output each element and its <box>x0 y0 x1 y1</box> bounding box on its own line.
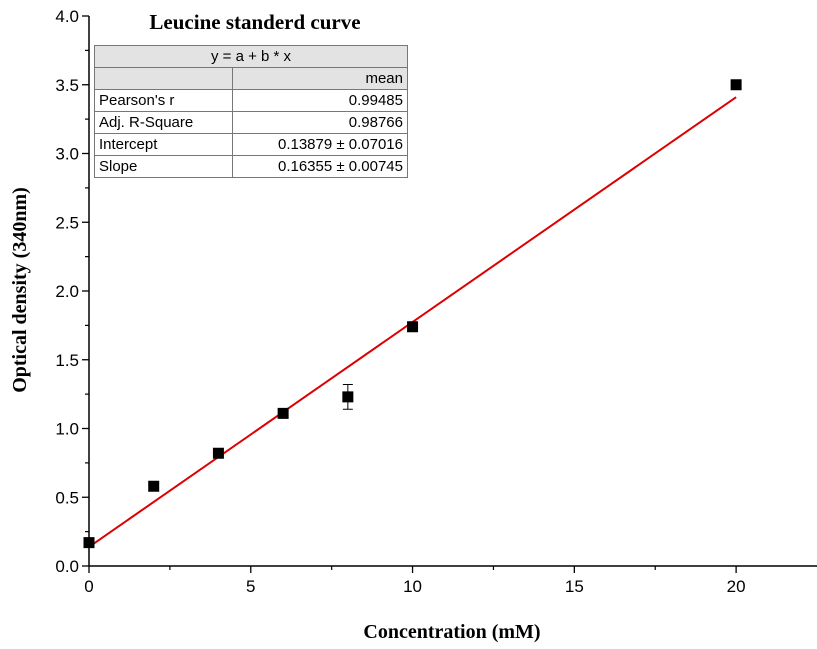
y-axis-title: Optical density (340nm) <box>9 187 31 393</box>
stats-row-value: 0.13879 ± 0.07016 <box>232 133 408 156</box>
stats-row-value: 0.99485 <box>232 89 408 112</box>
stats-row-label: Adj. R-Square <box>94 111 233 134</box>
data-point <box>148 480 160 492</box>
stats-row-value: 0.16355 ± 0.00745 <box>232 155 408 178</box>
stats-row-label: Intercept <box>94 133 233 156</box>
fit-stats-table: y = a + b * x mean Pearson's r 0.99485 A… <box>94 45 408 178</box>
stats-row-value: 0.98766 <box>232 111 408 134</box>
y-tick-label: 0.5 <box>55 488 79 507</box>
y-tick-label: 1.0 <box>55 420 79 439</box>
ticks: 0 5 10 15 20 0.0 0.5 1.0 1.5 2.0 2.5 3.0 3.5 4.0 <box>55 7 745 596</box>
stats-row: Intercept 0.13879 ± 0.07016 <box>94 133 408 156</box>
stats-column-header: mean <box>232 67 408 90</box>
data-point <box>212 447 224 459</box>
x-tick-label: 15 <box>565 577 584 596</box>
y-tick-label: 2.0 <box>55 282 79 301</box>
stats-row: Pearson's r 0.99485 <box>94 89 408 112</box>
x-tick-label: 20 <box>727 577 746 596</box>
data-point <box>277 407 289 419</box>
y-tick-label: 0.0 <box>55 557 79 576</box>
data-point <box>342 391 354 403</box>
stats-row-label: Slope <box>94 155 233 178</box>
x-tick-label: 0 <box>84 577 93 596</box>
chart-title: Leucine standerd curve <box>149 10 360 34</box>
fit-equation: y = a + b * x <box>94 45 408 68</box>
y-tick-label: 3.5 <box>55 76 79 95</box>
y-tick-label: 3.0 <box>55 145 79 164</box>
x-tick-label: 5 <box>246 577 255 596</box>
stats-row: Adj. R-Square 0.98766 <box>94 111 408 134</box>
data-point <box>83 537 95 549</box>
data-point <box>407 321 419 333</box>
y-tick-label: 2.5 <box>55 213 79 232</box>
data-point <box>730 79 742 91</box>
x-axis-title: Concentration (mM) <box>363 621 540 643</box>
x-tick-label: 10 <box>403 577 422 596</box>
y-tick-label: 4.0 <box>55 7 79 26</box>
stats-row-label: Pearson's r <box>94 89 233 112</box>
data-points <box>83 79 742 549</box>
stats-header-empty <box>94 67 233 90</box>
y-tick-label: 1.5 <box>55 351 79 370</box>
stats-row: Slope 0.16355 ± 0.00745 <box>94 155 408 178</box>
